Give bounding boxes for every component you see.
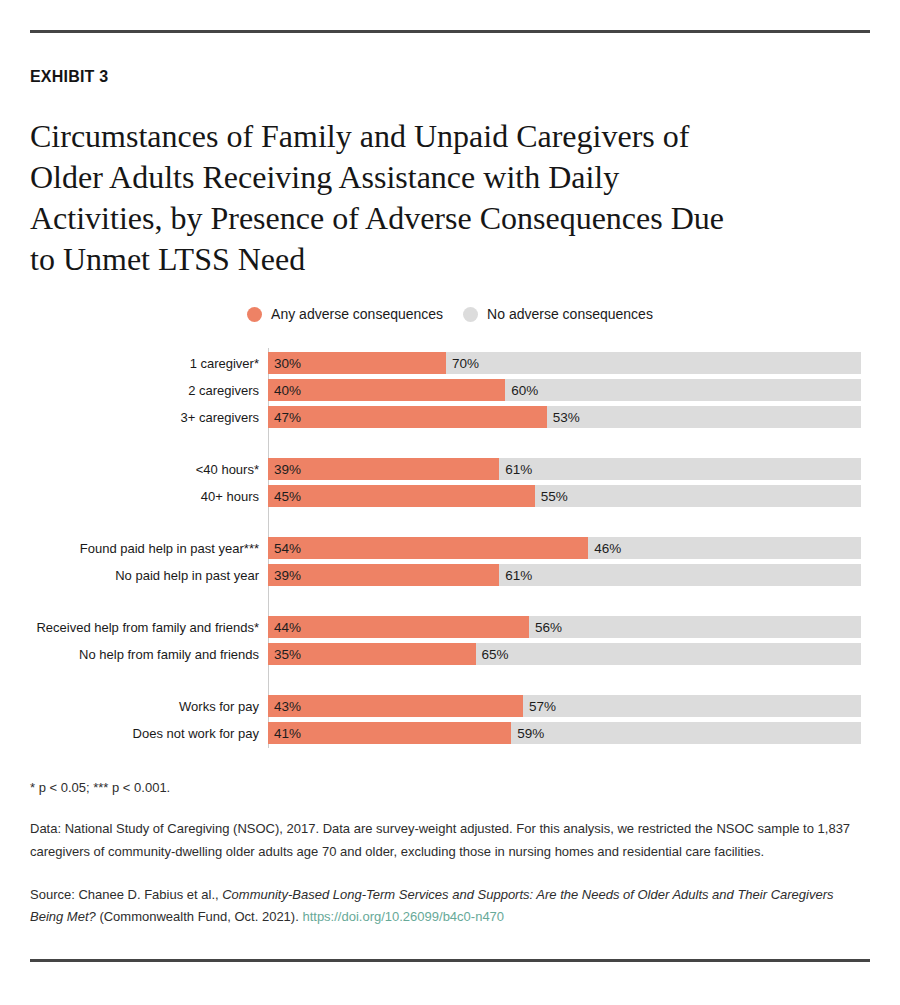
chart-row: <40 hours*39% 61% (30, 458, 870, 480)
bar-segment-any-adverse (268, 458, 499, 480)
value-label-any-adverse: 43% (268, 699, 301, 714)
bar-segment-any-adverse (268, 379, 505, 401)
value-label-no-adverse: 55% (535, 489, 568, 504)
bar-track: 41% 59% (268, 722, 861, 744)
bar-segment-any-adverse (268, 695, 523, 717)
bar-track: 44% 56% (268, 616, 861, 638)
bar-group: Works for pay43% 57% Does not work for pay… (30, 695, 870, 744)
top-divider (30, 30, 870, 33)
bar-track: 40% 60% (268, 379, 861, 401)
bar-segment-any-adverse (268, 564, 499, 586)
bar-track: 30% 70% (268, 352, 861, 374)
bottom-divider (30, 959, 870, 962)
bar-track: 45% 55% (268, 485, 861, 507)
bar-segment-any-adverse (268, 722, 511, 744)
category-label: 3+ caregivers (30, 410, 268, 425)
value-label-any-adverse: 47% (268, 410, 301, 425)
value-label-no-adverse: 57% (523, 699, 556, 714)
bar-segment-any-adverse (268, 406, 547, 428)
bar-track: 54% 46% (268, 537, 861, 559)
value-label-no-adverse: 61% (499, 462, 532, 477)
category-label: 40+ hours (30, 489, 268, 504)
title-line: to Unmet LTSS Need (30, 239, 870, 280)
title-line: Activities, by Presence of Adverse Conse… (30, 198, 870, 239)
title-line: Older Adults Receiving Assistance with D… (30, 157, 870, 198)
chart-row: 1 caregiver*30% 70% (30, 352, 870, 374)
legend-label: No adverse consequences (487, 306, 653, 322)
doi-link[interactable]: https://doi.org/10.26099/b4c0-n470 (302, 909, 504, 924)
category-label: 1 caregiver* (30, 356, 268, 371)
legend-item-any-adverse: Any adverse consequences (247, 306, 443, 322)
category-label: <40 hours* (30, 462, 268, 477)
value-label-no-adverse: 53% (547, 410, 580, 425)
legend-item-no-adverse: No adverse consequences (463, 306, 653, 322)
category-label: 2 caregivers (30, 383, 268, 398)
bar-segment-any-adverse (268, 537, 588, 559)
value-label-any-adverse: 39% (268, 462, 301, 477)
bar-segment-any-adverse (268, 616, 529, 638)
legend-dot-gray-icon (463, 307, 478, 322)
value-label-no-adverse: 61% (499, 568, 532, 583)
value-label-any-adverse: 45% (268, 489, 301, 504)
data-note: Data: National Study of Caregiving (NSOC… (30, 817, 870, 863)
chart-row: Works for pay43% 57% (30, 695, 870, 717)
category-label: Works for pay (30, 699, 268, 714)
category-label: No paid help in past year (30, 568, 268, 583)
bar-group: Found paid help in past year***54% 46% No … (30, 537, 870, 586)
chart-title: Circumstances of Family and Unpaid Careg… (30, 116, 870, 280)
value-label-any-adverse: 44% (268, 620, 301, 635)
value-label-any-adverse: 35% (268, 647, 301, 662)
category-label: Does not work for pay (30, 726, 268, 741)
title-line: Circumstances of Family and Unpaid Careg… (30, 116, 870, 157)
chart-row: 3+ caregivers47% 53% (30, 406, 870, 428)
legend-dot-orange-icon (247, 307, 262, 322)
category-label: Found paid help in past year*** (30, 541, 268, 556)
source-note: Source: Chanee D. Fabius et al., Communi… (30, 884, 870, 928)
category-label: Received help from family and friends* (30, 620, 268, 635)
category-label: No help from family and friends (30, 647, 268, 662)
value-label-any-adverse: 39% (268, 568, 301, 583)
bar-track: 47% 53% (268, 406, 861, 428)
bar-track: 39% 61% (268, 564, 861, 586)
value-label-any-adverse: 41% (268, 726, 301, 741)
bar-track: 43% 57% (268, 695, 861, 717)
legend-label: Any adverse consequences (271, 306, 443, 322)
value-label-no-adverse: 56% (529, 620, 562, 635)
chart-row: Does not work for pay41% 59% (30, 722, 870, 744)
significance-note: * p < 0.05; *** p < 0.001. (30, 780, 870, 795)
bar-group: 1 caregiver*30% 70% 2 caregivers40% 60% 3+ c… (30, 352, 870, 428)
value-label-no-adverse: 46% (588, 541, 621, 556)
value-label-no-adverse: 70% (446, 356, 479, 371)
chart-row: Found paid help in past year***54% 46% (30, 537, 870, 559)
page: EXHIBIT 3 Circumstances of Family and Un… (0, 30, 900, 962)
source-prefix: Source: Chanee D. Fabius et al., (30, 887, 222, 902)
chart-row: No paid help in past year39% 61% (30, 564, 870, 586)
value-label-no-adverse: 65% (476, 647, 509, 662)
value-label-no-adverse: 60% (505, 383, 538, 398)
chart-row: Received help from family and friends*44… (30, 616, 870, 638)
chart-row: 40+ hours45% 55% (30, 485, 870, 507)
chart-row: 2 caregivers40% 60% (30, 379, 870, 401)
value-label-any-adverse: 54% (268, 541, 301, 556)
bar-group: Received help from family and friends*44… (30, 616, 870, 665)
value-label-any-adverse: 30% (268, 356, 301, 371)
bar-segment-any-adverse (268, 485, 535, 507)
source-suffix: (Commonwealth Fund, Oct. 2021). (96, 909, 303, 924)
value-label-no-adverse: 59% (511, 726, 544, 741)
bar-track: 39% 61% (268, 458, 861, 480)
exhibit-label: EXHIBIT 3 (30, 68, 870, 86)
chart-row: No help from family and friends35% 65% (30, 643, 870, 665)
chart: 1 caregiver*30% 70% 2 caregivers40% 60% 3+ c… (30, 352, 870, 744)
chart-legend: Any adverse consequences No adverse cons… (30, 306, 870, 322)
bar-group: <40 hours*39% 61% 40+ hours45% 55% (30, 458, 870, 507)
value-label-any-adverse: 40% (268, 383, 301, 398)
bar-track: 35% 65% (268, 643, 861, 665)
